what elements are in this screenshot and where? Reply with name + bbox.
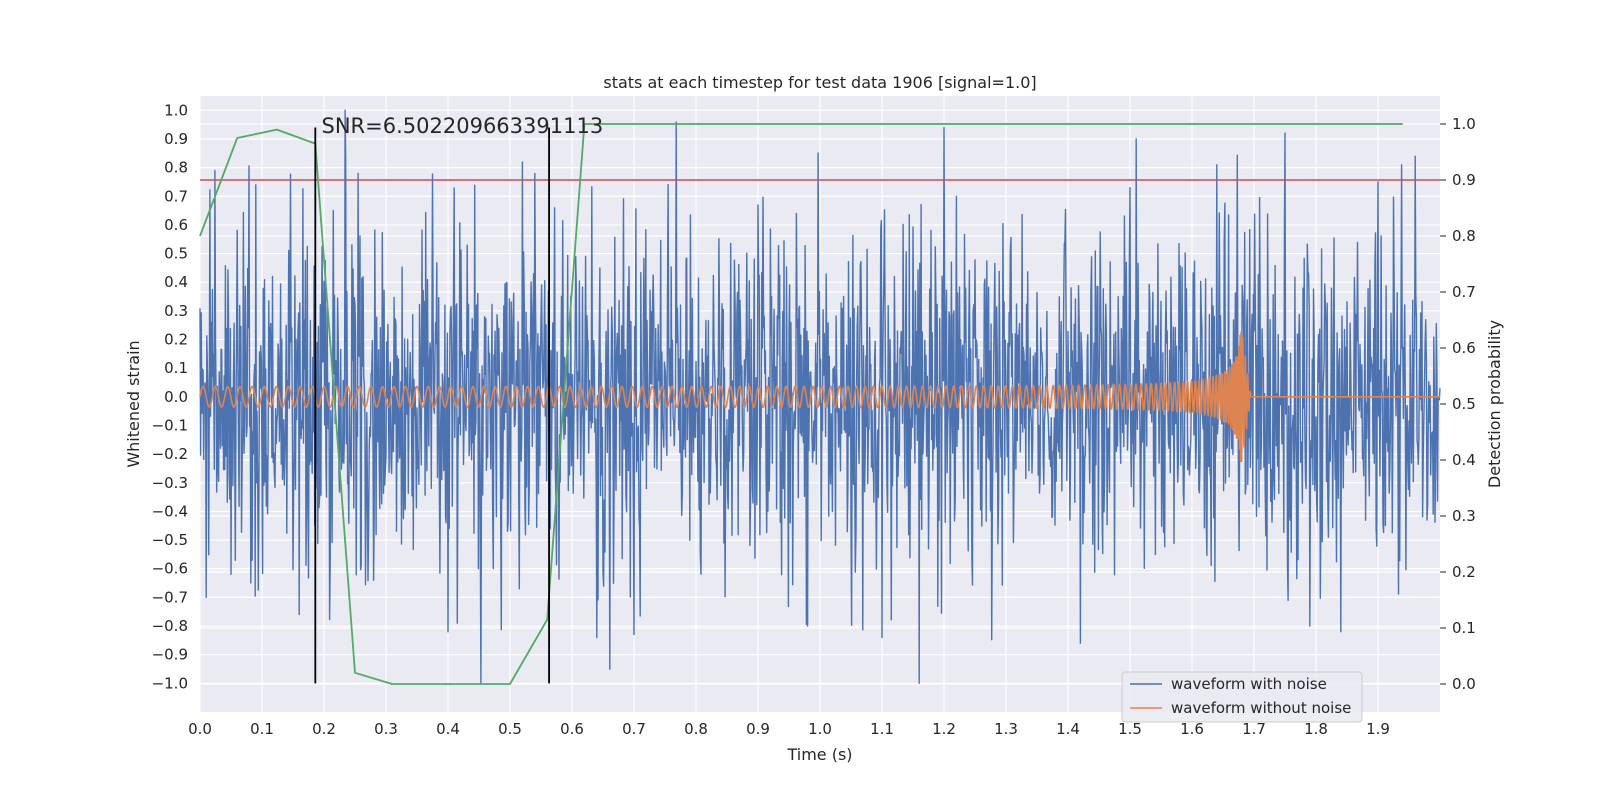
x-tick-label: 1.0: [808, 720, 832, 738]
x-tick-label: 0.6: [560, 720, 584, 738]
y-tick-label: −0.9: [152, 646, 188, 664]
y-tick-label: −0.4: [152, 502, 188, 520]
x-tick-label: 0.7: [622, 720, 646, 738]
y2-tick-label: 0.2: [1452, 563, 1476, 581]
legend-label-noisy: waveform with noise: [1171, 675, 1327, 693]
x-tick-label: 0.0: [188, 720, 212, 738]
y2-tick-label: 0.4: [1452, 451, 1476, 469]
y2-tick-label: 0.9: [1452, 171, 1476, 189]
y2-axis-title: Detection probability: [1485, 320, 1504, 488]
chart-title: stats at each timestep for test data 190…: [603, 73, 1036, 92]
y-tick-label: 0.7: [164, 187, 188, 205]
x-tick-label: 1.6: [1180, 720, 1204, 738]
x-tick-label: 0.8: [684, 720, 708, 738]
y-tick-label: 0.4: [164, 273, 188, 291]
y-tick-label: −0.7: [152, 588, 188, 606]
x-tick-label: 1.9: [1366, 720, 1390, 738]
y2-tick-label: 0.8: [1452, 227, 1476, 245]
x-tick-label: 0.5: [498, 720, 522, 738]
y-tick-label: 0.3: [164, 302, 188, 320]
y2-tick-label: 0.1: [1452, 619, 1476, 637]
x-tick-label: 0.4: [436, 720, 460, 738]
y-tick-label: 0.1: [164, 359, 188, 377]
x-tick-label: 0.1: [250, 720, 274, 738]
x-tick-label: 1.1: [870, 720, 894, 738]
legend-label-clean: waveform without noise: [1171, 699, 1351, 717]
x-tick-label: 1.8: [1304, 720, 1328, 738]
y-tick-label: −1.0: [152, 674, 188, 692]
x-tick-label: 1.5: [1118, 720, 1142, 738]
series-layer: [199, 109, 1441, 685]
y2-tick-label: 0.6: [1452, 339, 1476, 357]
y-axis-ticks: 1.0 0.9 0.8 0.7 0.6 0.5 0.4 0.3 0.2 0.1 0.0 −0.1 −0.…: [152, 101, 188, 692]
legend-box: [1121, 671, 1363, 723]
y2-tick-label: 0.0: [1452, 675, 1476, 693]
snr-annotation: SNR=6.502209663391113: [322, 114, 604, 138]
x-axis-ticks: 0.0 0.1 0.2 0.3 0.4 0.5 0.6 0.7 0.8 0.9 1.0 1.1 1.2 1…: [188, 720, 1390, 738]
y-tick-label: 0.5: [164, 245, 188, 263]
y2-tick-label: 0.3: [1452, 507, 1476, 525]
y-tick-label: −0.3: [152, 474, 188, 492]
x-tick-label: 0.9: [746, 720, 770, 738]
y-tick-label: −0.5: [152, 531, 188, 549]
y-tick-label: −0.6: [152, 560, 188, 578]
x-tick-label: 1.4: [1056, 720, 1080, 738]
x-tick-label: 0.3: [374, 720, 398, 738]
y2-tick-label: 0.7: [1452, 283, 1476, 301]
y-tick-label: 0.2: [164, 331, 188, 349]
x-axis-title: Time (s): [786, 745, 852, 764]
y2-tick-label: 1.0: [1452, 115, 1476, 133]
series-waveform-without-noise: [199, 331, 1441, 463]
y-tick-label: −0.1: [152, 416, 188, 434]
y2-axis-ticks: 1.0 0.9 0.8 0.7 0.6 0.5 0.4 0.3 0.2 0.1 0.0: [1440, 115, 1476, 693]
series-detection-probability: [199, 123, 1403, 685]
y-tick-label: 0.6: [164, 216, 188, 234]
y-tick-label: 1.0: [164, 101, 188, 119]
y-tick-label: 0.8: [164, 159, 188, 177]
y-axis-title: Whitened strain: [124, 340, 143, 467]
y-tick-label: −0.2: [152, 445, 188, 463]
y-tick-label: 0.9: [164, 130, 188, 148]
y-tick-label: 0.0: [164, 388, 188, 406]
x-tick-label: 1.2: [932, 720, 956, 738]
x-tick-label: 1.7: [1242, 720, 1266, 738]
legend: waveform with noise waveform without noi…: [1121, 671, 1363, 723]
y-tick-label: −0.8: [152, 617, 188, 635]
x-tick-label: 0.2: [312, 720, 336, 738]
x-tick-label: 1.3: [994, 720, 1018, 738]
y2-tick-label: 0.5: [1452, 395, 1476, 413]
